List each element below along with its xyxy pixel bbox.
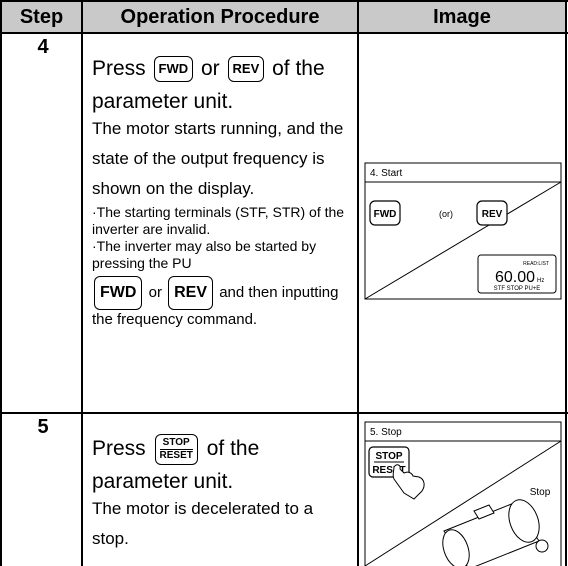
procedure: Press STOP RESET of the parameter unit. T… (92, 432, 354, 554)
motor-icon (442, 499, 549, 566)
display-indicators: STF STOP PU+E (494, 286, 541, 292)
step-number: 4 (37, 36, 49, 58)
key-label: STOP (159, 437, 193, 450)
border (0, 32, 568, 34)
connector: (or) (439, 209, 453, 219)
border (565, 0, 567, 566)
key-button: FWD (153, 56, 194, 83)
header-cell: Operation Procedure (82, 1, 358, 33)
header-cell: Step (1, 1, 82, 33)
text: of the parameter unit. (92, 437, 260, 493)
key-label: RESET (372, 465, 405, 476)
key-icon (476, 200, 508, 226)
note: ·The starting terminals (STF, STR) of th… (92, 204, 345, 237)
key-button: REV (227, 56, 265, 83)
text: Press (92, 57, 146, 80)
text: or (200, 57, 220, 80)
description: The motor starts running, and the state … (92, 119, 344, 198)
text: Press (92, 437, 146, 460)
procedure: Press FWD or REV of the parameter unit. … (92, 52, 354, 329)
key-icon (369, 200, 401, 226)
text: or (148, 283, 162, 301)
border (0, 0, 2, 566)
note: FWD or REV and then inputting the freque… (92, 276, 354, 329)
border (357, 0, 359, 566)
key-label: STOP (375, 451, 402, 462)
header-cell: Image (358, 1, 566, 33)
display (477, 254, 557, 294)
description: The motor is decelerated to a stop. (92, 499, 314, 548)
key-label: RESET (159, 449, 193, 461)
display-status: READ:LIST (523, 261, 549, 267)
border (0, 412, 568, 414)
key-label: REV (482, 209, 503, 220)
display-unit: Hz (537, 278, 544, 284)
start-illustration: 4. Start FWD (or) REV READ:LIST 60.00 Hz… (364, 162, 562, 300)
motor-label: Stop (530, 487, 551, 498)
key-button: FWD (94, 276, 143, 310)
panel-title: 5. Stop (370, 427, 402, 438)
border (0, 0, 568, 2)
text: and then inputting the frequency command… (92, 283, 339, 328)
text: of the parameter unit. (92, 57, 325, 113)
note: ·The inverter may also be started by pre… (92, 238, 317, 271)
key-button: REV (168, 276, 214, 310)
border (81, 0, 83, 566)
panel-title: 4. Start (370, 168, 402, 179)
display-value: 60.00 (495, 269, 535, 286)
diagonal (364, 440, 562, 566)
procedure-main: Press STOP RESET of the parameter unit. (92, 432, 354, 498)
key-button: STOP RESET (154, 433, 198, 465)
stop-illustration: 5. Stop STOP RESET Stop (364, 421, 562, 566)
hand-icon (392, 464, 425, 500)
key-label: FWD (374, 209, 397, 220)
diagonal (364, 181, 562, 300)
step-number: 5 (37, 416, 49, 438)
procedure-main: Press FWD or REV of the parameter unit. (92, 52, 354, 118)
